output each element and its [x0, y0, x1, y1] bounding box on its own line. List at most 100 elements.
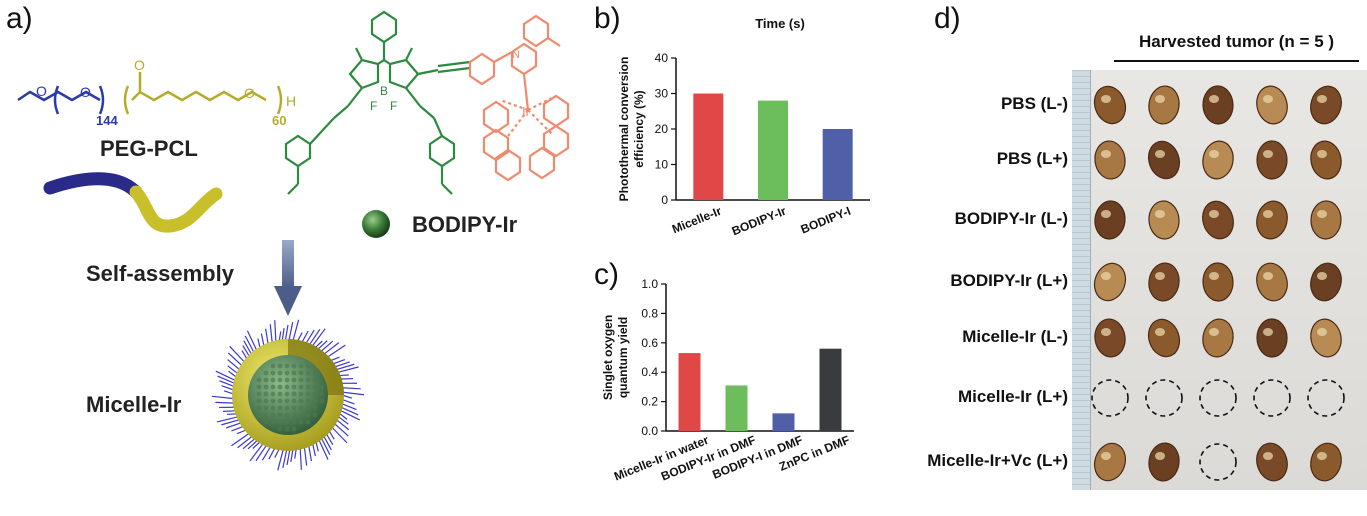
treatment-label: Micelle-Ir+Vc (L+) [927, 451, 1068, 470]
tumor-highlight [1263, 452, 1273, 460]
tumor [1093, 85, 1127, 125]
treatment-label: BODIPY-Ir (L+) [950, 271, 1068, 290]
iridium-complex [468, 14, 570, 182]
chain-atom-o4: O [244, 85, 255, 101]
tumor [1094, 140, 1126, 180]
tumor [1094, 200, 1126, 240]
singlet-oxygen-ytick-label: 0.6 [641, 336, 658, 350]
panel-a: a) O O 144 O O 60 H PEG-PCL [0, 0, 590, 516]
panel-d-label: d) [934, 2, 961, 35]
chain-atom-o1: O [36, 83, 47, 99]
tumor [1148, 442, 1180, 482]
tumor-highlight [1155, 272, 1165, 280]
singlet-oxygen-bar [772, 413, 795, 431]
tumor [1147, 140, 1181, 180]
singlet-oxygen-ytick-label: 0.8 [641, 306, 658, 320]
tumor [1148, 85, 1180, 125]
chain-atom-o2: O [80, 84, 91, 100]
photothermal-bar [822, 129, 853, 200]
panel-a-label: a) [6, 2, 33, 35]
tumor-highlight [1101, 150, 1111, 158]
tumor [1256, 85, 1288, 125]
ruler [1072, 70, 1091, 490]
tumor-highlight [1317, 272, 1327, 280]
assembly-arrow [274, 240, 302, 316]
singlet-oxygen-ylabel-line: quantum yield [616, 317, 630, 398]
tumor [1310, 200, 1342, 240]
singlet-oxygen-bar [678, 353, 701, 431]
tumor-highlight [1155, 150, 1165, 158]
tumor [1310, 140, 1342, 180]
photothermal-bar [693, 93, 724, 200]
empty-tumor-marker [1199, 379, 1237, 417]
treatment-labels: PBS (L-) PBS (L+) BODIPY-Ir (L-) BODIPY-Ir … [910, 0, 1068, 516]
photothermal-category-label: BODIPY-Ir [730, 204, 789, 239]
empty-tumor-marker [1253, 379, 1291, 417]
tumor-highlight [1101, 272, 1111, 280]
dye-name: BODIPY-Ir [412, 212, 518, 237]
tumor-highlight [1101, 210, 1111, 218]
treatment-label: PBS (L-) [1000, 94, 1068, 113]
panel-a-scheme: O O 144 O O 60 H PEG-PCL [17, 10, 570, 471]
tumor-highlight [1317, 328, 1327, 336]
tumor-photo [1072, 70, 1367, 490]
treatment-label: PBS (L+) [996, 149, 1068, 168]
tumor [1148, 262, 1180, 302]
photothermal-bar [758, 100, 788, 200]
tumor [1093, 442, 1127, 482]
chain-atom-h: H [286, 93, 296, 109]
photothermal-ytick-label: 30 [655, 87, 669, 101]
singlet-oxygen-bar [725, 385, 748, 431]
tumor-highlight [1263, 95, 1273, 103]
photothermal-ytick-label: 10 [655, 158, 669, 172]
process-label: Self-assembly [86, 261, 235, 286]
polymer-tube-peg [43, 172, 143, 199]
tumor-highlight [1101, 328, 1111, 336]
singlet-oxygen-ytick-label: 0.4 [641, 365, 658, 379]
photothermal-title: Time (s) [755, 16, 805, 31]
photothermal-ytick-label: 0 [661, 193, 668, 207]
tumor [1147, 318, 1181, 358]
tumor-highlight [1155, 95, 1165, 103]
treatment-label: BODIPY-Ir (L-) [954, 209, 1068, 228]
panel-c-label: c) [594, 258, 619, 291]
bodipy-structure [284, 10, 471, 195]
tumor-highlight [1263, 210, 1273, 218]
tumor [1256, 262, 1288, 302]
header-rule [1114, 60, 1359, 62]
tumor-highlight [1209, 272, 1219, 280]
pcl-subscript: 60 [272, 113, 286, 128]
bodipy-atom-f2: F [390, 99, 397, 113]
tumor-highlight [1155, 328, 1165, 336]
singlet-oxygen-bar [819, 348, 842, 431]
peg-subscript: 144 [96, 113, 118, 128]
complex-atom-ir: Ir [522, 104, 531, 119]
pcl-chain [123, 72, 283, 115]
photothermal-ytick-label: 20 [655, 122, 669, 136]
photothermal-category-label: Micelle-Ir [670, 204, 724, 237]
tumor-highlight [1317, 150, 1327, 158]
polymer-tube-pcl [129, 185, 223, 233]
tumor [1256, 140, 1288, 180]
micelle-illustration [211, 319, 365, 471]
photothermal-ytick-label: 40 [655, 51, 669, 65]
singlet-oxygen-ylabel-line: Singlet oxygen [601, 315, 615, 400]
tumor-highlight [1209, 150, 1219, 158]
tumor [1202, 85, 1234, 125]
tumor [1310, 85, 1342, 125]
photothermal-chart: Time (s) 0 10 20 30 40 Micelle-Ir BODIPY-Ir BODI… [617, 16, 870, 239]
panel-c: c) 0.0 0.2 0.4 0.6 0.8 1.0 Micelle-Ir in water… [590, 256, 910, 516]
empty-tumor-marker [1145, 379, 1183, 417]
product-label: Micelle-Ir [86, 392, 182, 417]
tumor-highlight [1263, 272, 1273, 280]
bodipy-sphere [362, 210, 390, 238]
tumor [1148, 200, 1180, 240]
tumor-highlight [1317, 210, 1327, 218]
panel-b-label: b) [594, 2, 621, 35]
tumor-highlight [1155, 210, 1165, 218]
tumor [1202, 318, 1234, 358]
tumor [1256, 442, 1288, 482]
complex-atom-n: N [512, 49, 520, 61]
bodipy-atom-b: B [380, 84, 388, 98]
